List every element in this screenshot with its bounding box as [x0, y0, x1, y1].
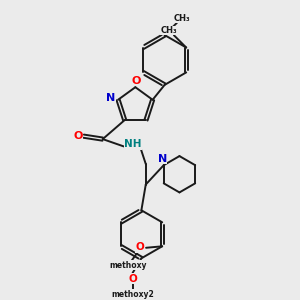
Text: N: N: [158, 154, 167, 164]
Text: methoxy2: methoxy2: [111, 290, 154, 298]
Text: O: O: [128, 274, 137, 284]
Text: CH₃: CH₃: [160, 26, 177, 35]
Text: O: O: [136, 242, 145, 253]
Text: O: O: [73, 131, 83, 141]
Text: methoxy: methoxy: [110, 261, 147, 270]
Text: N: N: [106, 93, 116, 103]
Text: NH: NH: [124, 139, 142, 149]
Text: CH₃: CH₃: [174, 14, 190, 22]
Text: O: O: [131, 76, 141, 86]
